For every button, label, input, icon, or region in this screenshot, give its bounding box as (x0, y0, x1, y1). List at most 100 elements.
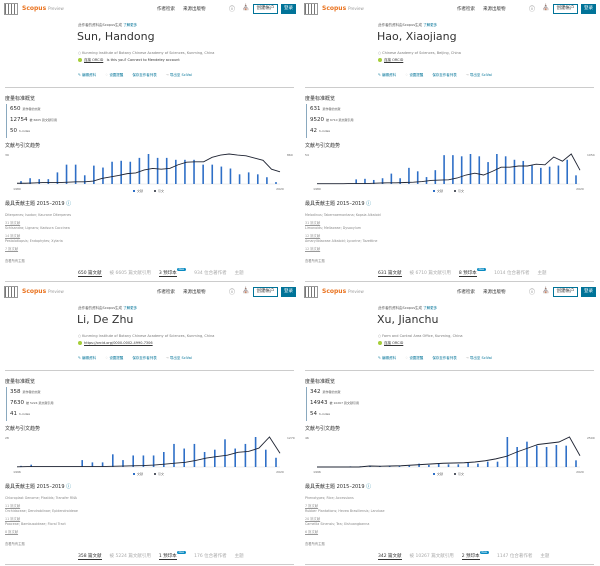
nav-sources[interactable]: 来源出版物 (183, 7, 206, 12)
tab-coauthors[interactable]: 176 位合著作者 (194, 554, 227, 559)
scopus-brand[interactable]: Scopus Preview (22, 288, 64, 295)
learn-more-link[interactable]: 了解更多 (123, 23, 138, 27)
learn-more-link[interactable]: 了解更多 (423, 23, 438, 27)
edit-profile-button[interactable]: ✎ 编辑资料 (378, 73, 397, 77)
view-all-topics-link[interactable]: 查看所有主题 (305, 259, 325, 263)
tab-topics[interactable]: 主题 (234, 554, 244, 559)
nav-sources[interactable]: 来源出版物 (483, 7, 506, 12)
topic-count[interactable]: 11 篇文献 (5, 503, 21, 508)
institution-icon[interactable]: ⛪ (542, 287, 550, 294)
topic-name[interactable]: Limonoids; Meliaceae; Dysoxylum (305, 226, 361, 230)
topic-count[interactable]: 12 篇文献 (305, 233, 321, 238)
topic-name[interactable]: Amaryllidaceae Alkaloid; Lycorine; Tazet… (305, 239, 378, 243)
tab-preprints[interactable]: 8 预印本New (458, 268, 487, 277)
tab-coauthors[interactable]: 1147 位合著作者 (496, 554, 533, 559)
view-all-topics-link[interactable]: 查看所有主题 (5, 259, 25, 263)
tab-topics[interactable]: 主题 (234, 271, 244, 276)
save-to-list-button[interactable]: 保存至作者列表 (432, 73, 457, 78)
tab-cited-by[interactable]: 被 5224 篇文献引用 (109, 554, 151, 559)
orcid-link[interactable]: https://orcid.org/0000-0002-4990-7306 (84, 341, 153, 345)
topic-count[interactable]: 8 篇文献 (5, 529, 19, 534)
topic-name[interactable]: Phenotypes; Rice; Accessions (305, 496, 354, 500)
orcid-link[interactable]: 连接 ORCID (84, 58, 104, 62)
topic-name[interactable]: Pestalotiopsis; Endophytes; Xylaria (5, 239, 63, 243)
metric-citations[interactable]: 7630 被 5224 篇文献引用 (10, 398, 54, 409)
elsevier-logo-icon[interactable] (4, 286, 18, 298)
tab-topics[interactable]: 主题 (540, 554, 550, 559)
topic-count[interactable]: 20 篇文献 (305, 516, 321, 521)
export-scival-button[interactable]: → 导出至 SciVal (465, 356, 492, 360)
tab-cited-by[interactable]: 被 6710 篇文献引用 (409, 271, 451, 276)
scopus-brand[interactable]: Scopus Preview (322, 5, 364, 12)
tab-documents[interactable]: 358 篇文献 (78, 554, 102, 560)
set-alert-button[interactable]: ♢ 设置提醒 (405, 356, 424, 360)
info-icon[interactable]: ⓘ (366, 484, 372, 490)
nav-sources[interactable]: 来源出版物 (183, 290, 206, 295)
scopus-brand[interactable]: Scopus Preview (22, 5, 64, 12)
edit-profile-button[interactable]: ✎ 编辑资料 (378, 356, 397, 360)
save-to-list-button[interactable]: 保存至作者列表 (132, 73, 157, 78)
topic-name[interactable]: Melodinus; Tabernaemontana; Kopsia Alkal… (305, 213, 381, 217)
topic-name[interactable]: Schisandra; Lignans; Kadsura Coccinea (5, 226, 70, 230)
export-scival-button[interactable]: → 导出至 SciVal (165, 73, 192, 77)
login-button[interactable]: 登录 (581, 4, 596, 14)
tab-preprints[interactable]: 2 预印本New (461, 551, 489, 560)
elsevier-logo-icon[interactable] (304, 3, 318, 15)
metric-citations[interactable]: 9520 被 6710 篇文献引用 (310, 115, 354, 126)
set-alert-button[interactable]: ♢ 设置提醒 (105, 73, 124, 77)
metric-documents[interactable]: 631 篇作者的文献 (310, 104, 354, 115)
tab-documents[interactable]: 631 篇文献 (378, 271, 402, 277)
nav-author-search[interactable]: 作者检索 (457, 7, 475, 12)
help-icon[interactable]: ⓘ (229, 289, 236, 296)
institution-icon[interactable]: ⛪ (542, 4, 550, 11)
export-scival-button[interactable]: → 导出至 SciVal (165, 356, 192, 360)
topic-name[interactable]: Diterpenes; Isodon; Kaurane Diterpenes (5, 213, 72, 217)
elsevier-logo-icon[interactable] (304, 286, 318, 298)
mendeley-link[interactable]: Is this you? Connect to Mendeley account (106, 58, 180, 62)
save-to-list-button[interactable]: 保存至作者列表 (132, 356, 157, 361)
metric-citations[interactable]: 14943 被 10267 篇文献引用 (310, 398, 359, 409)
topic-name[interactable]: Orchidaceae; Dendrobiinae; Epidendroidea… (5, 509, 78, 513)
metric-documents[interactable]: 358 篇作者的文献 (10, 387, 54, 398)
metric-h-index[interactable]: 42 h-index (310, 126, 354, 137)
view-all-topics-link[interactable]: 查看所有主题 (5, 542, 25, 546)
tab-coauthors[interactable]: 1014 位合著作者 (494, 271, 530, 276)
topic-count[interactable]: 31 篇文献 (5, 220, 21, 225)
institution-icon[interactable]: ⛪ (242, 287, 250, 294)
edit-profile-button[interactable]: ✎ 编辑资料 (78, 73, 97, 77)
nav-author-search[interactable]: 作者检索 (457, 290, 475, 295)
tab-documents[interactable]: 342 篇文献 (378, 554, 402, 560)
scopus-brand[interactable]: Scopus Preview (322, 288, 364, 295)
help-icon[interactable]: ⓘ (529, 289, 536, 296)
info-icon[interactable]: ⓘ (66, 484, 72, 490)
metric-citations[interactable]: 12754 被 6605 篇文献引用 (10, 115, 57, 126)
orcid-link[interactable]: 连接 ORCID (384, 58, 404, 62)
create-account-button[interactable]: 创建帐户 (253, 287, 278, 297)
help-icon[interactable]: ⓘ (229, 6, 236, 13)
topic-count[interactable]: 7 篇文献 (305, 503, 319, 508)
elsevier-logo-icon[interactable] (4, 3, 18, 15)
learn-more-link[interactable]: 了解更多 (423, 306, 438, 310)
login-button[interactable]: 登录 (581, 287, 596, 297)
set-alert-button[interactable]: ♢ 设置提醒 (105, 356, 124, 360)
info-icon[interactable]: ⓘ (366, 201, 372, 207)
create-account-button[interactable]: 创建帐户 (553, 287, 578, 297)
nav-author-search[interactable]: 作者检索 (157, 290, 175, 295)
metric-h-index[interactable]: 54 h-index (310, 409, 359, 420)
metric-h-index[interactable]: 41 h-index (10, 409, 54, 420)
create-account-button[interactable]: 创建帐户 (253, 4, 278, 14)
metric-documents[interactable]: 650 篇作者的文献 (10, 104, 57, 115)
info-icon[interactable]: ⓘ (66, 201, 72, 207)
topic-count[interactable]: 7 篇文献 (5, 246, 19, 251)
tab-preprints[interactable]: 3 预印本New (158, 268, 187, 277)
nav-author-search[interactable]: 作者检索 (157, 7, 175, 12)
topic-name[interactable]: Rubber Plantations; Hevea Brasiliensis; … (305, 509, 385, 513)
create-account-button[interactable]: 创建帐户 (553, 4, 578, 14)
topic-count[interactable]: 14 篇文献 (5, 233, 21, 238)
nav-sources[interactable]: 来源出版物 (483, 290, 506, 295)
learn-more-link[interactable]: 了解更多 (123, 306, 138, 310)
view-all-topics-link[interactable]: 查看所有主题 (305, 542, 325, 546)
tab-cited-by[interactable]: 被 10267 篇文献引用 (409, 554, 454, 559)
institution-icon[interactable]: ⛪ (242, 4, 250, 11)
export-scival-button[interactable]: → 导出至 SciVal (465, 73, 492, 77)
